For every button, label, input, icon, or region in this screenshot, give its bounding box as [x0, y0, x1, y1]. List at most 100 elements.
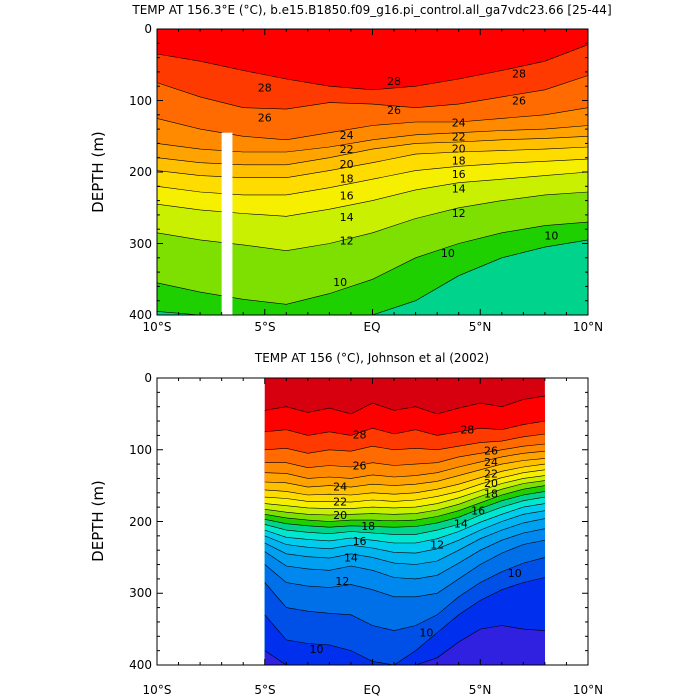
- panel2-y-axis-label: DEPTH (m): [89, 480, 107, 562]
- isotherm-line: [264, 528, 545, 580]
- panel2-ticks: [156, 377, 589, 666]
- contour-band: [157, 239, 588, 315]
- isotherm-line: [264, 469, 545, 503]
- panel2-ytick-label: 200: [129, 515, 152, 529]
- contour-label: 18: [361, 520, 375, 533]
- contour-label: 18: [340, 172, 354, 185]
- panel1-ytick-label: 0: [144, 22, 152, 36]
- panel2-contour-area: 28 28262624242222202018181616141412121010…: [264, 378, 545, 666]
- isotherm-line: [156, 75, 589, 110]
- contour-label: 26: [258, 112, 272, 125]
- contour-label: 10: [441, 247, 455, 260]
- contour-label: 16: [353, 535, 367, 548]
- panel2-xtick-label: EQ: [363, 683, 380, 697]
- panel1-ticks: [156, 28, 589, 316]
- isotherm-line: [264, 480, 545, 516]
- panel1-title: TEMP AT 156.3°E (°C), b.e15.B1850.f09_g1…: [131, 3, 611, 17]
- contour-label: 10: [544, 230, 558, 243]
- contour-label: 14: [340, 211, 354, 224]
- contour-band: [264, 625, 545, 665]
- contour-label: 26: [353, 460, 367, 473]
- missing-data-strip: [221, 132, 233, 315]
- isotherm-line: [264, 485, 545, 522]
- panel2-ytick-label: 300: [129, 586, 152, 600]
- contour-label: 12: [452, 207, 466, 220]
- panel1-xtick-label: 10°S: [143, 320, 172, 334]
- panel2-ytick-label: 0: [144, 371, 152, 385]
- contour-label: 28: [258, 82, 272, 95]
- contour-label: 24: [333, 480, 347, 493]
- contour-label: 26: [387, 104, 401, 117]
- isotherm-line: [264, 475, 545, 509]
- contour-label: 26: [512, 95, 526, 108]
- contour-label: 14: [452, 182, 466, 195]
- isotherm-line: [264, 539, 545, 598]
- contour-label: 10: [309, 643, 323, 656]
- contour-label: 28: [387, 75, 401, 88]
- contour-label: 14: [454, 518, 468, 531]
- contour-label: 18: [484, 488, 498, 501]
- panel2-title: TEMP AT 156 (°C), Johnson et al (2002): [254, 351, 489, 365]
- isotherm-line: [156, 44, 589, 91]
- panel2-xtick-label: 5°N: [469, 683, 492, 697]
- isotherm-line: [264, 491, 545, 528]
- contour-label: 22: [452, 130, 466, 143]
- contour-label: 26: [484, 444, 498, 457]
- isotherm-line: [264, 420, 545, 436]
- contour-label: 16: [340, 190, 354, 203]
- panel1-contour-area: 28 28282626262424222220201818161614141212…: [156, 29, 589, 316]
- panel1-ytick-label: 300: [129, 237, 152, 251]
- contour-label: 28: [460, 424, 474, 437]
- isotherm-line: [264, 503, 545, 544]
- contour-label: 10: [333, 276, 347, 289]
- panel2-xtick-label: 10°S: [143, 683, 172, 697]
- isotherm-line: [264, 463, 545, 496]
- isotherm-line: [264, 433, 545, 454]
- panel1-xtick-label: EQ: [363, 320, 380, 334]
- isotherm-line: [264, 450, 545, 479]
- panel1-xtick-label: 5°S: [254, 320, 275, 334]
- contour-label: 20: [333, 509, 347, 522]
- contour-label: 10: [419, 627, 433, 640]
- contour-label: 16: [452, 168, 466, 181]
- isotherm-line: [264, 557, 545, 631]
- panel1-ytick-label: 100: [129, 94, 152, 108]
- isotherm-line: [264, 496, 545, 535]
- contour-label: 28: [512, 67, 526, 80]
- isotherm-line: [264, 443, 545, 469]
- contour-label: 18: [452, 155, 466, 168]
- contour-label: 20: [340, 158, 354, 171]
- isotherm-line: [264, 577, 545, 666]
- observed-temperature-panel: TEMP AT 156 (°C), Johnson et al (2002) 2…: [89, 351, 603, 697]
- contour-label: 16: [471, 505, 485, 518]
- panel2-xtick-label: 10°N: [573, 683, 603, 697]
- contour-label: 20: [484, 477, 498, 490]
- contour-label: 20: [452, 142, 466, 155]
- contour-label: 22: [484, 467, 498, 480]
- panel2-ytick-label: 100: [129, 443, 152, 457]
- isotherm-line: [264, 518, 545, 565]
- panel1-y-axis-label: DEPTH (m): [89, 131, 107, 213]
- panel1-ytick-label: 200: [129, 165, 152, 179]
- contour-label: 24: [484, 456, 498, 469]
- panel2-ytick-label: 400: [129, 658, 152, 672]
- contour-label: 22: [340, 143, 354, 156]
- isotherm-line: [264, 510, 545, 554]
- contour-label: 22: [333, 495, 347, 508]
- panel2-xtick-label: 5°S: [254, 683, 275, 697]
- panel1-xtick-label: 5°N: [469, 320, 492, 334]
- contour-label: 12: [430, 538, 444, 551]
- panel1-xtick-label: 10°N: [573, 320, 603, 334]
- contour-label: 14: [344, 551, 358, 564]
- isotherm-line: [264, 458, 545, 488]
- panel1-ytick-label: 400: [129, 308, 152, 322]
- contour-label: 28: [353, 429, 367, 442]
- contour-label: 12: [340, 235, 354, 248]
- contour-label: 24: [340, 129, 354, 142]
- contour-label: 24: [452, 117, 466, 130]
- model-temperature-panel: TEMP AT 156.3°E (°C), b.e15.B1850.f09_g1…: [89, 3, 612, 334]
- isotherm-line: [264, 395, 545, 415]
- contour-label: 12: [335, 575, 349, 588]
- contour-label: 10: [508, 567, 522, 580]
